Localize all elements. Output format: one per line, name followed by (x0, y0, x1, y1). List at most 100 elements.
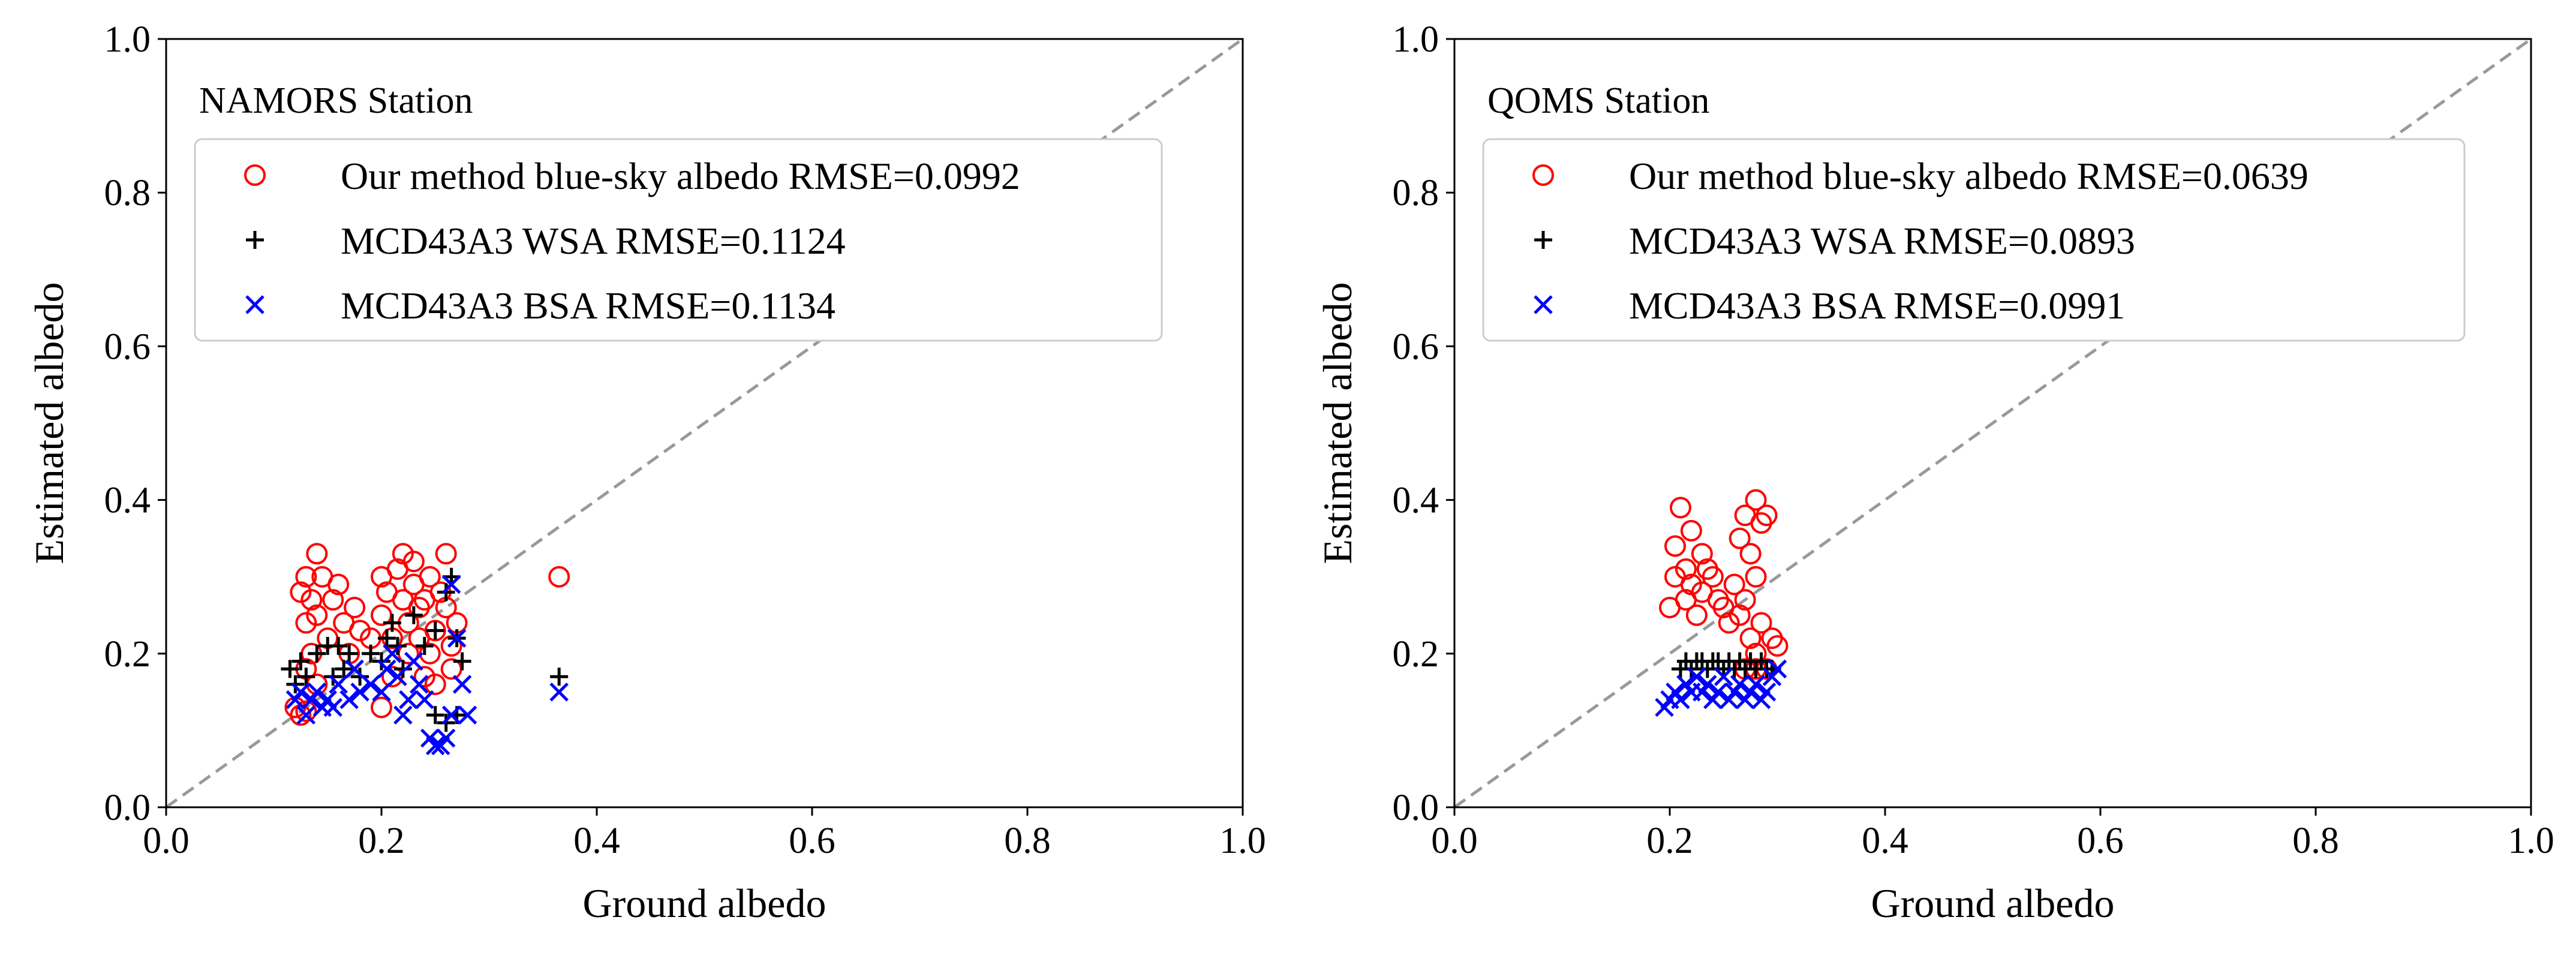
station-title: NAMORS Station (199, 80, 473, 121)
data-point-series-3 (1730, 675, 1750, 694)
data-point-series-1 (1718, 612, 1740, 634)
data-point-series-1 (306, 543, 328, 565)
data-point-series-2 (335, 660, 353, 678)
x-tick-label: 0.0 (143, 820, 190, 861)
data-point-series-1 (440, 635, 462, 657)
data-point-series-3 (415, 690, 434, 710)
x-tick-label: 0.4 (573, 820, 620, 861)
data-point-series-2 (453, 652, 471, 671)
data-points (1655, 489, 1789, 717)
data-point-series-1 (1675, 558, 1697, 580)
data-point-series-2 (426, 621, 444, 640)
data-point-series-2 (340, 644, 359, 663)
data-point-series-3 (410, 675, 429, 694)
y-tick-label: 0.2 (1393, 634, 1439, 675)
data-point-series-1 (1766, 635, 1789, 657)
data-point-series-3 (1757, 683, 1777, 702)
data-point-series-3 (339, 690, 359, 710)
data-points (281, 543, 570, 756)
y-axis-label: Estimated albedo (1315, 282, 1360, 564)
data-point-series-3 (377, 659, 396, 679)
data-point-series-1 (1734, 589, 1756, 611)
station-title: QOMS Station (1487, 80, 1709, 121)
data-point-series-1 (435, 543, 457, 565)
data-point-series-2 (372, 652, 390, 671)
data-point-series-3 (458, 705, 477, 725)
y-tick-label: 0.0 (1393, 787, 1439, 828)
data-point-series-1 (1702, 566, 1724, 588)
data-point-series-1 (1691, 543, 1713, 565)
data-point-series-3 (291, 683, 311, 702)
data-point-series-3 (393, 705, 413, 725)
data-point-series-2 (281, 660, 299, 678)
data-point-series-3 (452, 675, 472, 694)
data-point-series-1 (1729, 527, 1751, 549)
data-point-series-2 (437, 583, 455, 602)
data-point-series-3 (329, 675, 348, 694)
data-point-series-1 (419, 566, 441, 588)
data-point-series-1 (306, 604, 328, 626)
y-tick-label: 0.6 (1393, 326, 1439, 367)
data-point-series-2 (329, 636, 348, 655)
data-point-series-1 (424, 620, 446, 642)
y-tick-label: 0.4 (1393, 480, 1439, 521)
panel-qoms: QOMS Station Ground albedo Estimated alb… (1315, 19, 2554, 926)
data-point-series-2 (437, 714, 455, 732)
legend-label-3: MCD43A3 BSA RMSE=0.0991 (1629, 284, 2125, 327)
y-tick-label: 0.8 (104, 173, 151, 214)
data-point-series-1 (349, 620, 371, 642)
data-point-series-3 (1671, 690, 1690, 710)
data-point-series-3 (1768, 659, 1787, 679)
x-tick-label: 0.4 (1862, 820, 1908, 861)
data-point-series-3 (1709, 683, 1728, 702)
data-point-series-3 (372, 683, 391, 702)
legend-marker-1 (244, 164, 266, 186)
data-point-series-3 (1687, 667, 1706, 686)
data-point-series-3 (345, 659, 364, 679)
data-point-series-2 (388, 636, 407, 655)
x-tick-label: 0.6 (2077, 820, 2124, 861)
data-point-series-2 (297, 668, 315, 686)
data-point-series-3 (323, 698, 342, 717)
x-tick-label: 0.2 (1646, 820, 1693, 861)
data-point-series-2 (404, 606, 423, 624)
data-point-series-1 (1745, 489, 1767, 511)
data-point-series-3 (361, 675, 380, 694)
axes-frame (1453, 38, 2532, 808)
data-point-series-1 (1664, 535, 1686, 557)
data-point-series-3 (436, 728, 456, 748)
legend-label-3: MCD43A3 BSA RMSE=0.1134 (341, 284, 835, 327)
legend-marker-2 (1534, 231, 1552, 249)
y-tick-label: 0.4 (104, 480, 151, 521)
data-point-series-1 (424, 674, 446, 696)
data-point-series-3 (549, 683, 569, 702)
data-point-series-2 (324, 668, 342, 686)
data-point-series-3 (1714, 667, 1733, 686)
data-point-series-2 (362, 644, 380, 663)
data-point-series-1 (295, 566, 317, 588)
data-point-series-2 (377, 629, 396, 648)
data-point-series-2 (426, 706, 444, 724)
x-tick-label: 0.0 (1431, 820, 1478, 861)
legend-label-2: MCD43A3 WSA RMSE=0.0893 (1629, 220, 2135, 262)
x-tick-label: 0.2 (358, 820, 405, 861)
data-point-series-3 (441, 575, 461, 594)
data-point-series-1 (371, 696, 392, 718)
legend-label-1: Our method blue-sky albedo RMSE=0.0992 (341, 155, 1020, 197)
data-point-series-2 (393, 660, 412, 678)
x-axis-label: Ground albedo (582, 880, 826, 926)
y-tick-label: 1.0 (1393, 19, 1439, 60)
x-tick-label: 0.8 (1004, 820, 1051, 861)
data-point-series-1 (344, 596, 366, 618)
data-point-series-1 (300, 589, 323, 611)
data-point-series-3 (1698, 675, 1717, 694)
data-point-series-3 (447, 629, 467, 648)
data-point-series-1 (295, 612, 317, 634)
data-point-series-1 (327, 573, 350, 596)
y-axis-label: Estimated albedo (26, 282, 72, 564)
data-point-series-1 (1756, 504, 1778, 527)
legend-marker-1 (1532, 164, 1554, 186)
legend-box (194, 138, 1163, 342)
data-point-series-3 (441, 705, 461, 725)
